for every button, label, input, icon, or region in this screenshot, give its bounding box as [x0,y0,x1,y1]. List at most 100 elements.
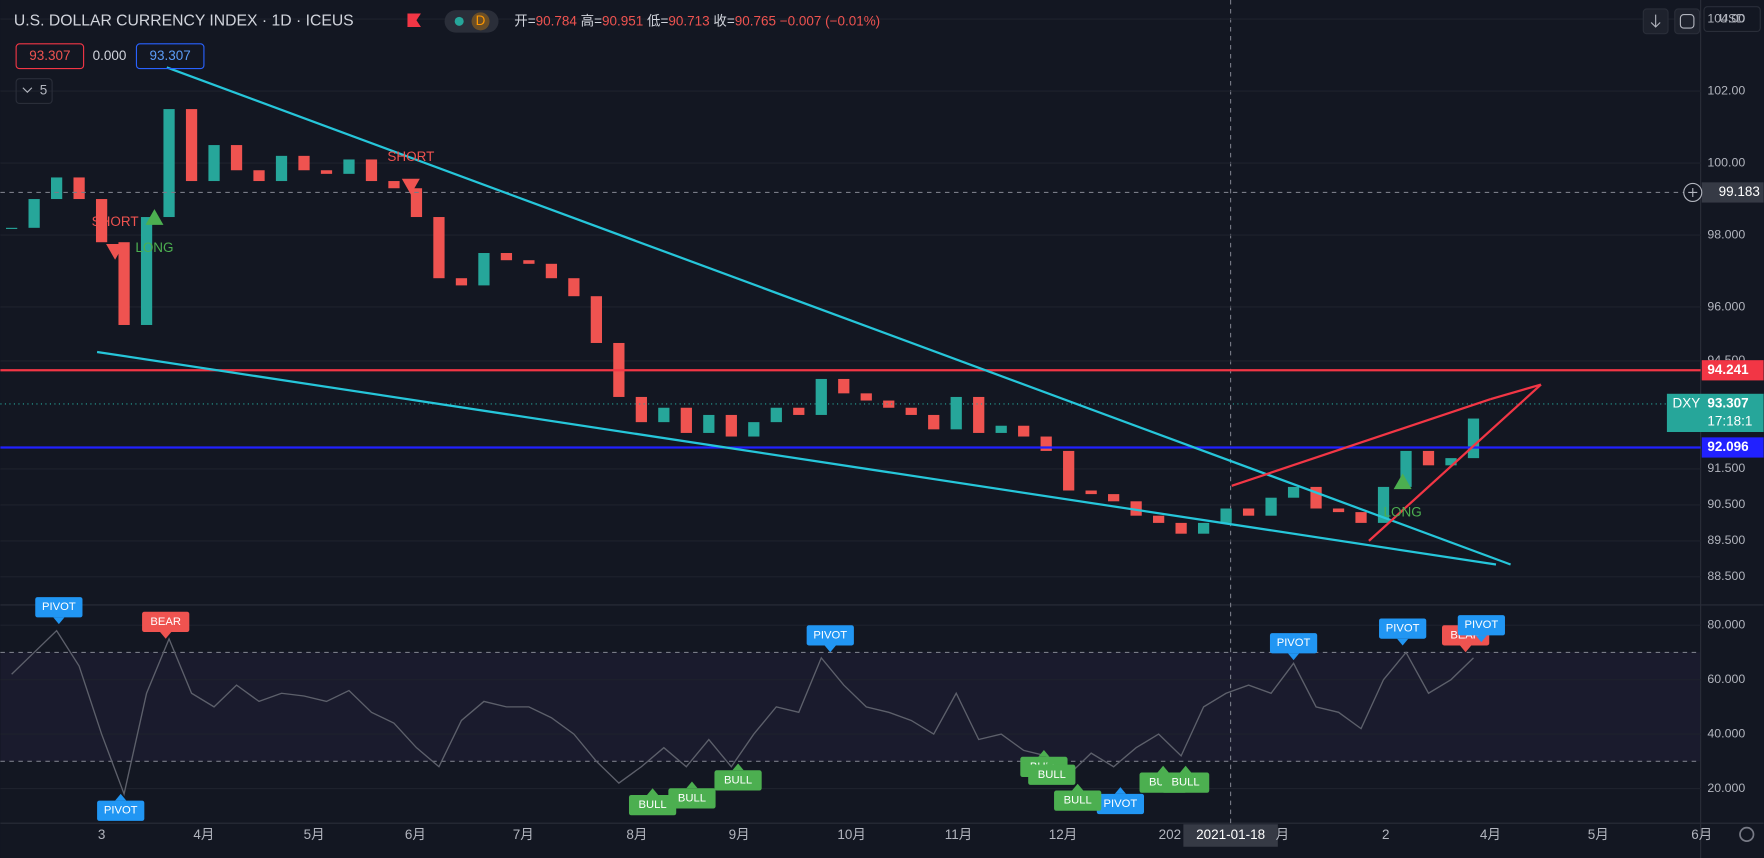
support-price-bg [1701,437,1764,458]
rsi-signal: BULL [1054,783,1102,811]
signal-label: LONG [1384,504,1422,519]
time-label: 8月 [626,827,647,842]
ohlc-label: 高= [581,12,602,28]
time-label: 2021-01-18 [1196,827,1265,842]
last-price: 93.307 [1707,395,1748,410]
rsi-signal-pointer [1046,757,1058,765]
plot [0,18,1701,797]
rsi-signal-bg [97,800,145,821]
price-tick-label: 98.000 [1707,227,1745,241]
rsi-band [0,652,1701,762]
signal-arrow [106,244,125,260]
signal-label: SHORT [92,214,139,229]
countdown: 17:18:1 [1707,413,1752,428]
candle [6,227,18,229]
candle [1422,450,1435,466]
signal-label: SHORT [387,149,434,164]
price-tick-label: 88.500 [1707,569,1745,583]
flag-icon[interactable] [407,13,421,27]
signal-arrow [1393,473,1412,490]
resistance-price-bg [1701,360,1764,381]
currency-box[interactable] [1703,6,1761,33]
candle [703,414,715,433]
rsi-signal-pointer [1114,787,1127,794]
rsi-signal: PIVOT [1269,633,1318,661]
time-label: 6月 [405,827,426,842]
ohlc-value: 90.765 [735,13,776,28]
rsi-signal-bg [142,611,190,632]
candle [1153,515,1165,523]
candle [1197,522,1210,534]
candle [793,407,805,415]
candle [973,396,985,433]
rsi-signal-bg [668,788,716,809]
candle [478,253,490,286]
rsi-signal-pointer [115,793,127,801]
rsi-signal: PIVOT [97,793,145,821]
ohlc-value: 90.784 [536,13,578,28]
time-label: 11月 [945,827,972,842]
candle [590,296,602,343]
rsi-signal: PIVOT [1096,787,1145,815]
rsi-line [11,629,1474,797]
time-label: 7月 [513,827,534,842]
candle [320,170,333,174]
rsi-tick-label: 60.000 [1707,672,1745,686]
candle [95,199,108,243]
candle [208,145,220,182]
candle [658,407,670,423]
candle [1265,497,1277,516]
time-label: 10月 [837,827,865,842]
candle [838,378,850,394]
time-label: 3 [98,827,105,842]
candle [905,407,917,415]
candle [995,425,1007,433]
rsi-signal-pointer [1475,635,1487,643]
rsi-signal-bg [1457,615,1505,636]
rsi-signal-bg [806,625,854,646]
candle [1287,486,1300,498]
rsi-signal-label: PIVOT [813,629,847,641]
price-tick-label: 91.500 [1707,461,1745,475]
symbol-title: U.S. DOLLAR CURRENCY INDEX · 1D · ICEUS [14,13,354,30]
ohlc-label: 开= [514,13,535,28]
collapse-button[interactable] [15,78,53,105]
last-tag-bg [1666,393,1764,433]
rsi-signal-label: PIVOT [1465,619,1499,631]
rsi-signal-label: BULL [724,774,752,786]
time-label: 9月 [729,827,750,842]
rsi-signal-label: PIVOT [1104,798,1138,810]
time-label: 月 [1276,827,1290,842]
candle [545,263,558,279]
rsi-signal-label: BEAR [150,616,181,628]
ohlc-value: 90.951 [602,13,643,28]
candle [455,278,468,286]
rsi-signal-pointer [732,763,744,771]
rsi-signal-bg [1096,793,1145,815]
rsi-signal: BULL [668,781,716,809]
badge: D [476,13,486,28]
drawings [96,66,1542,566]
rsi-signal-pointer [1072,783,1084,791]
rsi-signal-pointer [1459,645,1472,653]
candle [500,253,513,261]
rsi-signal-label: BULL [639,799,667,811]
rsi-signal-bg [628,795,677,816]
rsi-signal-bg [1054,790,1102,811]
settings-icon[interactable] [1739,826,1755,842]
signal-label: LONG [135,240,173,255]
rsi-tick-label: 40.000 [1707,726,1745,740]
rsi-signal: BULL [1162,765,1210,793]
price-tick-label: 96.000 [1707,299,1745,313]
candle [118,242,130,325]
signal-arrow [145,209,164,225]
time-label: 4月 [1480,827,1501,842]
reset-button[interactable] [1674,8,1701,35]
price-tick-label: 89.500 [1707,533,1745,547]
candle [928,414,940,430]
candle [50,177,63,200]
candle [1445,458,1457,466]
rsi-signal-pointer [646,788,659,796]
candle [748,422,760,437]
